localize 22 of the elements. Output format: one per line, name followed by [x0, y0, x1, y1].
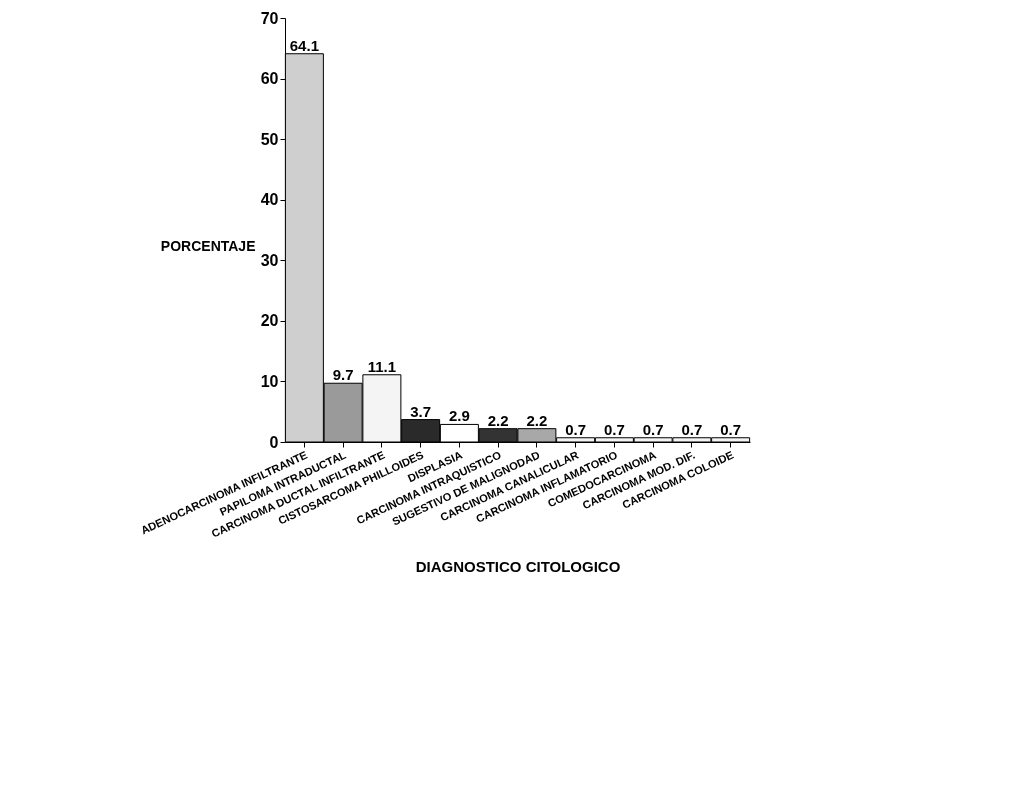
y-axis-title: PORCENTAJE	[160, 237, 256, 254]
y-tick-label: 70	[260, 9, 279, 27]
data-label: 11.1	[367, 357, 397, 375]
data-label: 0.7	[565, 420, 587, 438]
y-tick-label: 60	[260, 70, 279, 88]
y-tick-label: 10	[260, 372, 279, 390]
x-axis-title: DIAGNOSTICO CITOLOGICO	[415, 557, 621, 575]
data-label: 0.7	[642, 420, 664, 438]
data-label: 0.7	[720, 420, 742, 438]
data-label: 2.2	[526, 411, 548, 429]
data-label: 0.7	[603, 420, 625, 438]
data-label: 0.7	[681, 420, 703, 438]
data-label: 9.7	[332, 366, 354, 384]
data-label: 2.2	[487, 411, 509, 429]
data-label: 64.1	[289, 36, 319, 54]
y-tick-label: 50	[260, 130, 279, 148]
y-tick-label: 40	[260, 191, 279, 209]
data-label: 3.7	[410, 402, 432, 420]
y-tick-label: 30	[260, 251, 279, 269]
y-tick-label: 0	[269, 433, 279, 451]
data-label: 2.9	[448, 407, 470, 425]
y-tick-label: 20	[260, 312, 279, 330]
